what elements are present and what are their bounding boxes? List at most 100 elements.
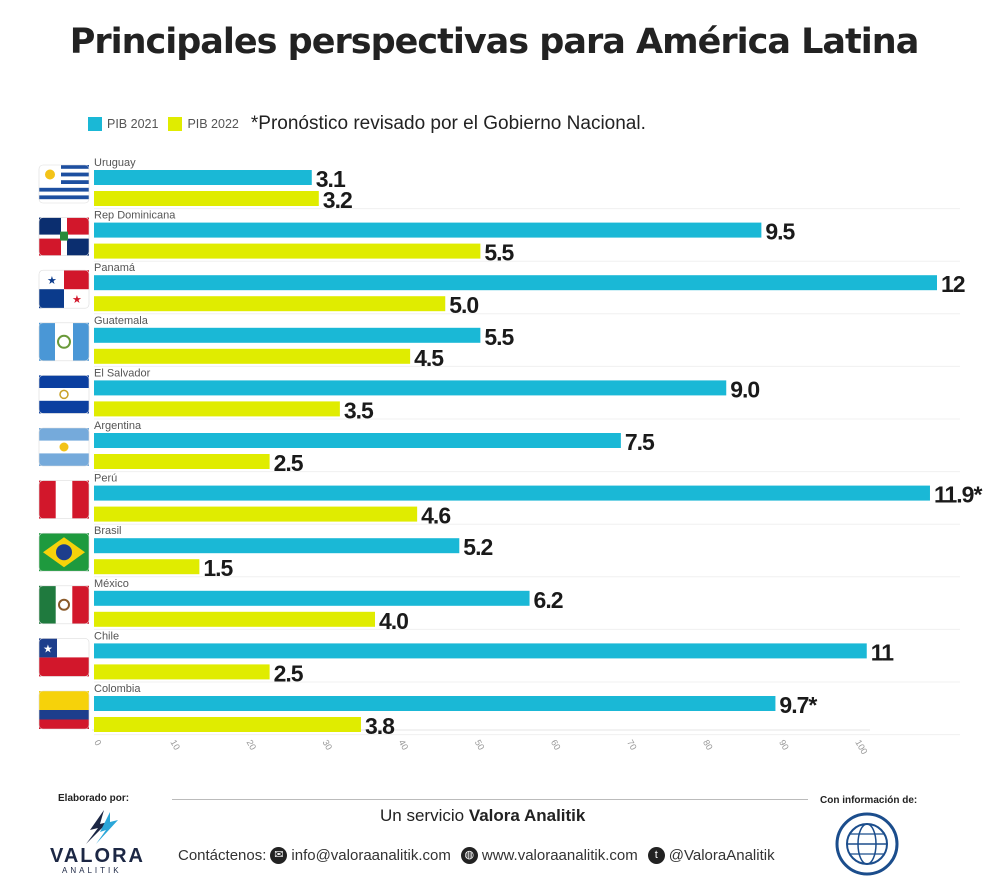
footer-divider: [172, 799, 808, 800]
data-label: 7.5: [625, 429, 655, 455]
data-label: 9.5: [765, 219, 795, 245]
imf-seal-icon: [835, 812, 899, 876]
flag-icon: ★: [38, 638, 90, 677]
bar-2022: [94, 348, 411, 364]
data-label: 2.5: [274, 450, 304, 476]
data-label: 5.5: [484, 240, 514, 266]
data-label: 5.2: [463, 534, 492, 560]
service-text: Un servicio Valora Analitik: [380, 806, 585, 826]
category-label: Perú: [94, 473, 117, 485]
bar-2021: [94, 327, 481, 343]
service-prefix: Un servicio: [380, 806, 465, 825]
service-brand: Valora Analitik: [468, 806, 586, 825]
category-label: México: [94, 578, 129, 590]
category-label: Colombia: [94, 683, 141, 695]
bar-2021: [94, 643, 867, 659]
bar-2021: [94, 696, 776, 711]
x-tick-label: 60: [549, 738, 563, 752]
con-info-label: Con información de:: [820, 795, 918, 806]
category-label: Brasil: [94, 525, 122, 537]
legend: PIB 2021 PIB 2022 *Pronóstico revisado p…: [88, 112, 646, 136]
elaborado-label: Elaborado por:: [58, 793, 130, 804]
forecast-note: *Pronóstico revisado por el Gobierno Nac…: [250, 113, 646, 134]
flag-icon: [38, 427, 90, 467]
x-tick-label: 50: [473, 738, 487, 752]
flag-icon: [38, 164, 90, 204]
svg-text:★: ★: [72, 294, 82, 306]
flag-icon: [38, 480, 90, 519]
contact-label: Contáctenos:: [178, 847, 267, 864]
bar-2022: [94, 611, 375, 627]
x-tick-label: 0: [92, 738, 103, 747]
data-label: 11: [871, 639, 895, 665]
data-label: 2.5: [274, 660, 304, 686]
contact-web[interactable]: www.valoraanalitik.com: [481, 847, 638, 864]
bar-2021: [94, 275, 937, 291]
category-label: Chile: [94, 630, 119, 642]
flag-icon: [38, 322, 90, 362]
bar-2021: [94, 485, 930, 501]
flag-icon: ★★: [38, 269, 90, 309]
chart-title: Principales perspectivas para América La…: [69, 22, 920, 62]
bar-2022: [94, 243, 481, 259]
data-label: 11.9*: [934, 482, 982, 508]
bar-2021: [94, 538, 460, 554]
flag-icon: [38, 217, 90, 256]
bar-2022: [94, 401, 340, 417]
bar-2022: [94, 296, 446, 312]
data-label: 9.7*: [779, 692, 817, 718]
data-label: 4.0: [379, 608, 408, 634]
logo-name: VALORA: [50, 845, 145, 867]
bar-2022: [94, 506, 418, 522]
data-label: 6.2: [534, 587, 563, 613]
flag-icon: [38, 375, 90, 414]
category-label: Rep Dominicana: [94, 210, 176, 222]
email-icon: ✉: [270, 847, 288, 864]
bar-2021: [94, 590, 530, 606]
data-label: 5.0: [449, 292, 478, 318]
bar-2022: [94, 559, 200, 575]
category-label: Argentina: [94, 420, 142, 432]
x-tick-label: 30: [321, 738, 335, 752]
globe-icon: ◍: [460, 847, 478, 864]
legend-label-2021: PIB 2021: [107, 117, 159, 131]
bar-2022: [94, 191, 319, 206]
bar-2021: [94, 170, 312, 185]
valora-logo-icon: [86, 810, 118, 844]
data-label: 5.5: [484, 324, 514, 350]
bar-2021: [94, 433, 621, 448]
x-tick-label: 80: [701, 738, 715, 752]
twitter-icon: t: [647, 847, 665, 864]
data-label: 4.6: [421, 503, 450, 529]
data-label: 12: [941, 271, 965, 297]
bar-2022: [94, 664, 270, 680]
flag-icon: [38, 585, 90, 625]
bar-chart: 0 10 20 30 40 50 60 70 80 90 100 Uruguay 3.13.2 Rep D…: [38, 157, 983, 756]
flag-icon: [38, 690, 90, 730]
x-tick-label: 20: [244, 738, 258, 752]
data-label: 4.5: [414, 345, 444, 371]
logo-sub: ANALITIK: [62, 866, 122, 875]
svg-text:★: ★: [43, 643, 53, 655]
legend-swatch-2021: [88, 117, 102, 131]
contact-email[interactable]: info@valoraanalitik.com: [291, 847, 451, 864]
category-label: El Salvador: [94, 367, 151, 379]
bar-2022: [94, 454, 270, 469]
legend-label-2022: PIB 2022: [187, 117, 239, 131]
svg-text:★: ★: [47, 275, 57, 287]
category-label: Panamá: [94, 262, 136, 274]
contact-twitter[interactable]: @ValoraAnalitik: [668, 847, 775, 864]
contact-line: Contáctenos: ✉ info@valoraanalitik.com ◍…: [178, 847, 775, 864]
bar-2021: [94, 222, 762, 238]
category-label: Uruguay: [94, 157, 136, 169]
legend-swatch-2022: [168, 117, 183, 131]
x-tick-label: 70: [625, 738, 639, 752]
flag-icon: [38, 532, 90, 572]
x-tick-label: 90: [777, 738, 791, 752]
x-tick-label: 40: [397, 738, 411, 752]
data-label: 3.2: [323, 187, 352, 213]
category-label: Guatemala: [94, 315, 149, 327]
bar-2022: [94, 717, 361, 732]
data-label: 9.0: [730, 376, 759, 402]
x-tick-label: 10: [168, 738, 182, 752]
